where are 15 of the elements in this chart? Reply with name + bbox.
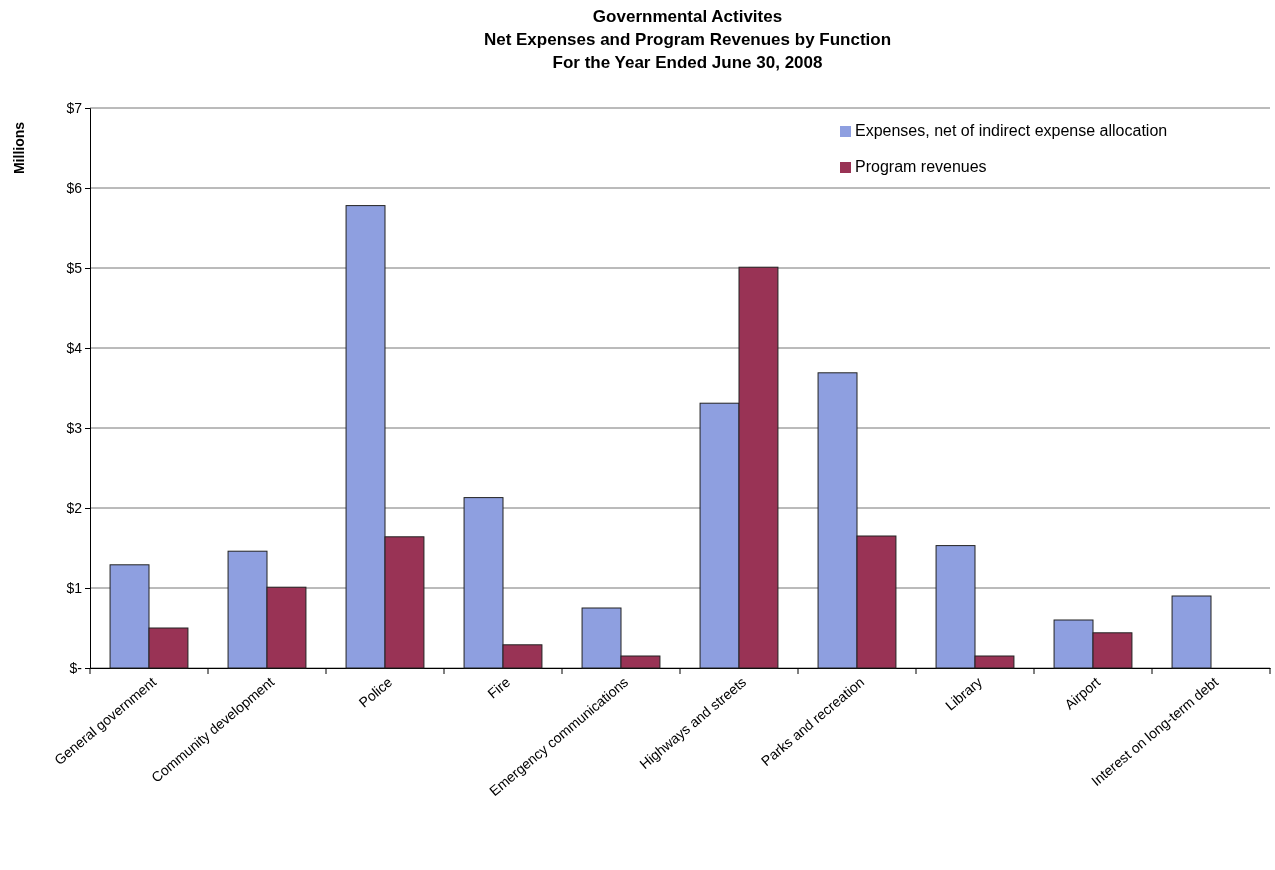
y-tick-label: $2 [66,499,83,516]
chart-subtitle: Net Expenses and Program Revenues by Function For the Year Ended June 30, 2008 [483,30,892,72]
y-tick-label: $5 [66,259,83,276]
y-tick-label: $7 [66,99,83,116]
chart-title: Governmental Activites [592,7,783,26]
x-tick-label: Fire [484,673,514,702]
y-tick-label: $4 [66,339,83,356]
y-axis-title: Millions [11,121,27,175]
y-tick-label: $6 [66,179,83,196]
legend-label: Program revenues [855,158,987,175]
legend-label: Expenses, net of indirect expense allocation [855,122,1168,139]
bar [1171,595,1212,669]
y-tick-label: $3 [66,419,83,436]
y-tick-label: $- [69,659,83,676]
y-tick-label: $1 [66,579,83,596]
